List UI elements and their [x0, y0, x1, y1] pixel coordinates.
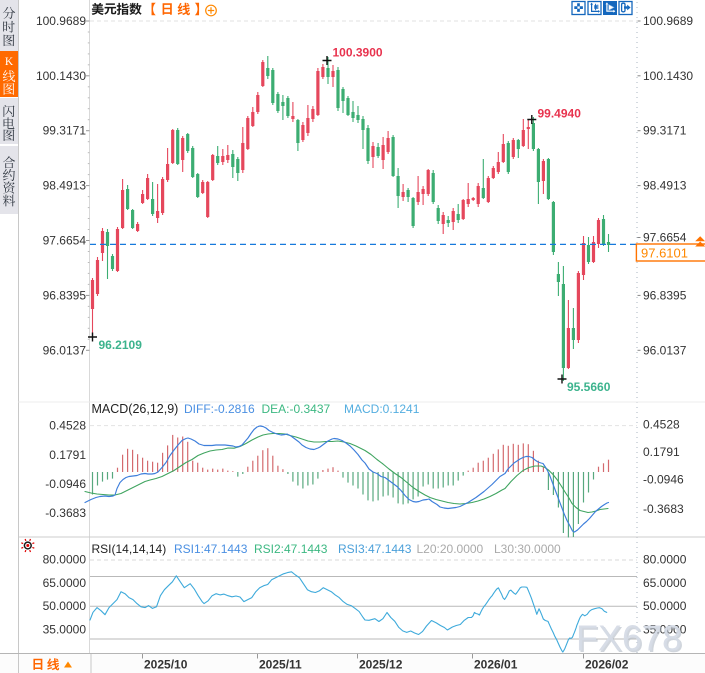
- svg-text:50.0000: 50.0000: [643, 599, 687, 613]
- svg-text:DIFF:-0.2816: DIFF:-0.2816: [184, 402, 255, 416]
- svg-text:80.0000: 80.0000: [643, 552, 687, 566]
- svg-text:96.0137: 96.0137: [43, 343, 87, 357]
- svg-text:RSI(14,14,14): RSI(14,14,14): [92, 542, 167, 556]
- svg-text:97.6654: 97.6654: [43, 234, 87, 248]
- svg-text:99.3171: 99.3171: [643, 124, 687, 138]
- svg-text:100.1430: 100.1430: [643, 69, 693, 83]
- svg-text:-0.3683: -0.3683: [45, 506, 86, 520]
- svg-text:65.0000: 65.0000: [43, 576, 87, 590]
- svg-text:2025/12: 2025/12: [359, 658, 403, 672]
- svg-text:99.3171: 99.3171: [43, 124, 87, 138]
- svg-text:-0.0946: -0.0946: [45, 477, 86, 491]
- svg-text:100.1430: 100.1430: [36, 69, 86, 83]
- svg-text:L30:30.0000: L30:30.0000: [494, 542, 561, 556]
- svg-text:80.0000: 80.0000: [43, 552, 87, 566]
- svg-text:0.1791: 0.1791: [643, 445, 680, 459]
- svg-text:RSI2:47.1443: RSI2:47.1443: [254, 542, 328, 556]
- svg-text:96.0137: 96.0137: [643, 343, 687, 357]
- svg-text:99.4940: 99.4940: [538, 107, 582, 121]
- svg-text:FX678: FX678: [576, 618, 682, 659]
- svg-text:DEA:-0.3437: DEA:-0.3437: [262, 402, 331, 416]
- svg-text:65.0000: 65.0000: [643, 576, 687, 590]
- svg-text:35.0000: 35.0000: [43, 623, 87, 637]
- svg-text:100.3900: 100.3900: [333, 46, 383, 60]
- svg-text:2026/01: 2026/01: [474, 658, 518, 672]
- svg-text:96.8395: 96.8395: [643, 288, 687, 302]
- svg-text:100.9689: 100.9689: [36, 14, 86, 28]
- svg-text:MACD:0.1241: MACD:0.1241: [344, 402, 420, 416]
- svg-text:97.6101: 97.6101: [641, 245, 688, 260]
- svg-text:97.6654: 97.6654: [643, 231, 687, 245]
- svg-text:95.5660: 95.5660: [567, 380, 611, 394]
- svg-text:2025/10: 2025/10: [144, 658, 188, 672]
- svg-text:0.4528: 0.4528: [49, 419, 86, 433]
- svg-text:2025/11: 2025/11: [259, 658, 302, 672]
- svg-text:98.4913: 98.4913: [43, 179, 87, 193]
- svg-text:98.4913: 98.4913: [643, 179, 687, 193]
- svg-text:MACD(26,12,9): MACD(26,12,9): [92, 402, 179, 416]
- svg-text:100.9689: 100.9689: [643, 14, 693, 28]
- svg-text:RSI1:47.1443: RSI1:47.1443: [174, 542, 248, 556]
- svg-text:50.0000: 50.0000: [43, 599, 87, 613]
- svg-text:L20:20.0000: L20:20.0000: [417, 542, 484, 556]
- svg-text:-0.0946: -0.0946: [643, 473, 684, 487]
- svg-text:2026/02: 2026/02: [585, 658, 629, 672]
- svg-text:96.2109: 96.2109: [99, 338, 143, 352]
- svg-text:35.0000: 35.0000: [643, 623, 687, 637]
- svg-text:-0.3683: -0.3683: [643, 502, 684, 516]
- svg-text:K: K: [5, 56, 14, 68]
- svg-text:96.8395: 96.8395: [43, 288, 87, 302]
- svg-text:0.1791: 0.1791: [49, 448, 86, 462]
- svg-text:0.4528: 0.4528: [643, 418, 680, 432]
- svg-text:RSI3:47.1443: RSI3:47.1443: [338, 542, 412, 556]
